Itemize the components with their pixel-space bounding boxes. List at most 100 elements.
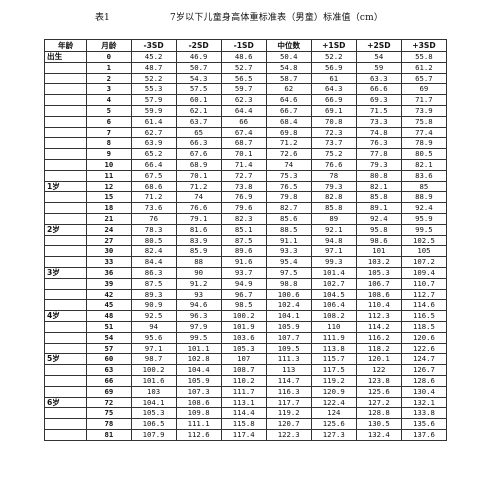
value-cell: 111.7 — [220, 385, 267, 398]
value-cell: 76.6 — [175, 202, 222, 214]
value-cell: 114.6 — [400, 299, 448, 312]
value-cell: 61.4 — [130, 115, 177, 128]
month-cell: 15 — [86, 191, 132, 204]
value-cell: 92.5 — [130, 310, 177, 322]
value-cell: 118.5 — [400, 320, 448, 333]
value-cell: 111.9 — [310, 331, 357, 344]
value-cell: 127.2 — [355, 396, 402, 409]
value-cell: 91.2 — [175, 277, 222, 290]
value-cell: 63.7 — [175, 115, 222, 128]
value-cell: 82.1 — [400, 158, 448, 171]
month-cell: 9 — [86, 148, 132, 160]
table-row: 8 63.9 66.3 68.7 71.2 73.7 76.3 78.9 — [43, 137, 448, 150]
table-row: 75 105.3 109.8 114.4 119.2 124 128.8 133.8 — [43, 407, 448, 420]
value-cell: 101.4 — [310, 266, 357, 279]
value-cell: 46.9 — [175, 51, 222, 63]
value-cell: 85.9 — [175, 245, 222, 258]
table-row: 63 100.2 104.4 108.7 113 117.5 122 126.7 — [43, 364, 448, 376]
value-cell: 102.4 — [265, 299, 312, 312]
value-cell: 100.2 — [220, 310, 267, 322]
table-row: 6岁 72 104.1 108.6 113.1 117.7 122.4 127.2 132.1 — [43, 396, 448, 409]
value-cell: 58.7 — [265, 72, 312, 85]
month-cell: 1 — [86, 61, 132, 74]
value-cell: 69.1 — [310, 104, 357, 117]
value-cell: 133.8 — [400, 407, 448, 420]
value-cell: 64.4 — [220, 104, 267, 117]
value-cell: 57.9 — [130, 94, 177, 106]
value-cell: 85.8 — [310, 202, 357, 214]
age-cell — [43, 191, 88, 204]
table-row: 33 84.4 88 91.6 95.4 99.3 103.2 107.2 — [43, 256, 448, 268]
value-cell: 80.8 — [355, 169, 402, 182]
month-cell: 60 — [86, 353, 132, 366]
age-cell — [43, 256, 88, 268]
value-cell: 108.2 — [310, 310, 357, 322]
value-cell: 48.6 — [220, 51, 267, 63]
value-cell: 55.3 — [130, 83, 177, 96]
value-cell: 73.8 — [220, 180, 267, 193]
value-cell: 116.5 — [400, 310, 448, 322]
value-cell: 62.3 — [220, 94, 267, 106]
month-cell: 5 — [86, 104, 132, 117]
table-row: 69 103 107.3 111.7 116.3 120.9 125.6 130.4 — [43, 385, 448, 398]
value-cell: 59.9 — [130, 104, 177, 117]
value-cell: 76 — [130, 212, 177, 225]
value-cell: 101.9 — [220, 320, 267, 333]
value-cell: 105.9 — [265, 320, 312, 333]
value-cell: 120.6 — [400, 331, 448, 344]
age-cell: 出生 — [43, 51, 88, 63]
value-cell: 125.6 — [310, 418, 357, 430]
value-cell: 92.1 — [310, 223, 357, 236]
value-cell: 76.3 — [355, 137, 402, 150]
value-cell: 94 — [130, 320, 177, 333]
value-cell: 125.6 — [355, 385, 402, 398]
table-row: 81 107.9 112.6 117.4 122.3 127.3 132.4 137.6 — [43, 428, 448, 441]
value-cell: 52.2 — [310, 51, 357, 63]
age-cell: 3岁 — [43, 266, 88, 279]
value-cell: 66.6 — [355, 83, 402, 96]
value-cell: 50.7 — [175, 61, 222, 74]
month-cell: 2 — [86, 72, 132, 85]
value-cell: 98.5 — [220, 299, 267, 312]
header-row: 年龄 月龄 -3SD -2SD -1SD 中位数 +1SD +2SD +3SD — [43, 39, 448, 52]
table-row: 21 76 79.1 82.3 85.6 89 92.4 95.9 — [43, 212, 448, 225]
column-header: +1SD — [310, 39, 357, 52]
month-cell: 8 — [86, 137, 132, 150]
value-cell: 68.7 — [220, 137, 267, 150]
value-cell: 79.6 — [220, 202, 267, 214]
value-cell: 66.4 — [130, 158, 177, 171]
value-cell: 52.7 — [220, 61, 267, 74]
value-cell: 56.5 — [220, 72, 267, 85]
value-cell: 74 — [175, 191, 222, 204]
value-cell: 71.2 — [265, 137, 312, 150]
value-cell: 108.6 — [355, 288, 402, 301]
table-row: 54 95.6 99.5 103.6 107.7 111.9 116.2 120.6 — [43, 331, 448, 344]
value-cell: 89 — [310, 212, 357, 225]
age-cell — [43, 148, 88, 160]
value-cell: 105.3 — [130, 407, 177, 420]
value-cell: 119.2 — [310, 374, 357, 387]
value-cell: 97.9 — [175, 320, 222, 333]
value-cell: 132.4 — [355, 428, 402, 441]
value-cell: 45.2 — [130, 51, 177, 63]
value-cell: 116.2 — [355, 331, 402, 344]
value-cell: 55.8 — [400, 51, 448, 63]
table-row: 5岁 60 98.7 102.8 107 111.3 115.7 120.1 124.7 — [43, 353, 448, 366]
value-cell: 59 — [355, 61, 402, 74]
value-cell: 79.3 — [355, 158, 402, 171]
value-cell: 85.1 — [220, 223, 267, 236]
value-cell: 54.3 — [175, 72, 222, 85]
column-header: -3SD — [130, 39, 177, 52]
value-cell: 105.3 — [355, 266, 402, 279]
value-cell: 114.2 — [355, 320, 402, 333]
value-cell: 115.8 — [220, 418, 267, 430]
value-cell: 70.1 — [220, 148, 267, 160]
table-number: 表1 — [95, 13, 110, 23]
value-cell: 99.3 — [310, 256, 357, 268]
value-cell: 95.4 — [265, 256, 312, 268]
value-cell: 73.3 — [355, 115, 402, 128]
value-cell: 113.8 — [310, 342, 357, 355]
value-cell: 71.2 — [175, 180, 222, 193]
value-cell: 70.1 — [175, 169, 222, 182]
month-cell: 81 — [86, 428, 132, 441]
